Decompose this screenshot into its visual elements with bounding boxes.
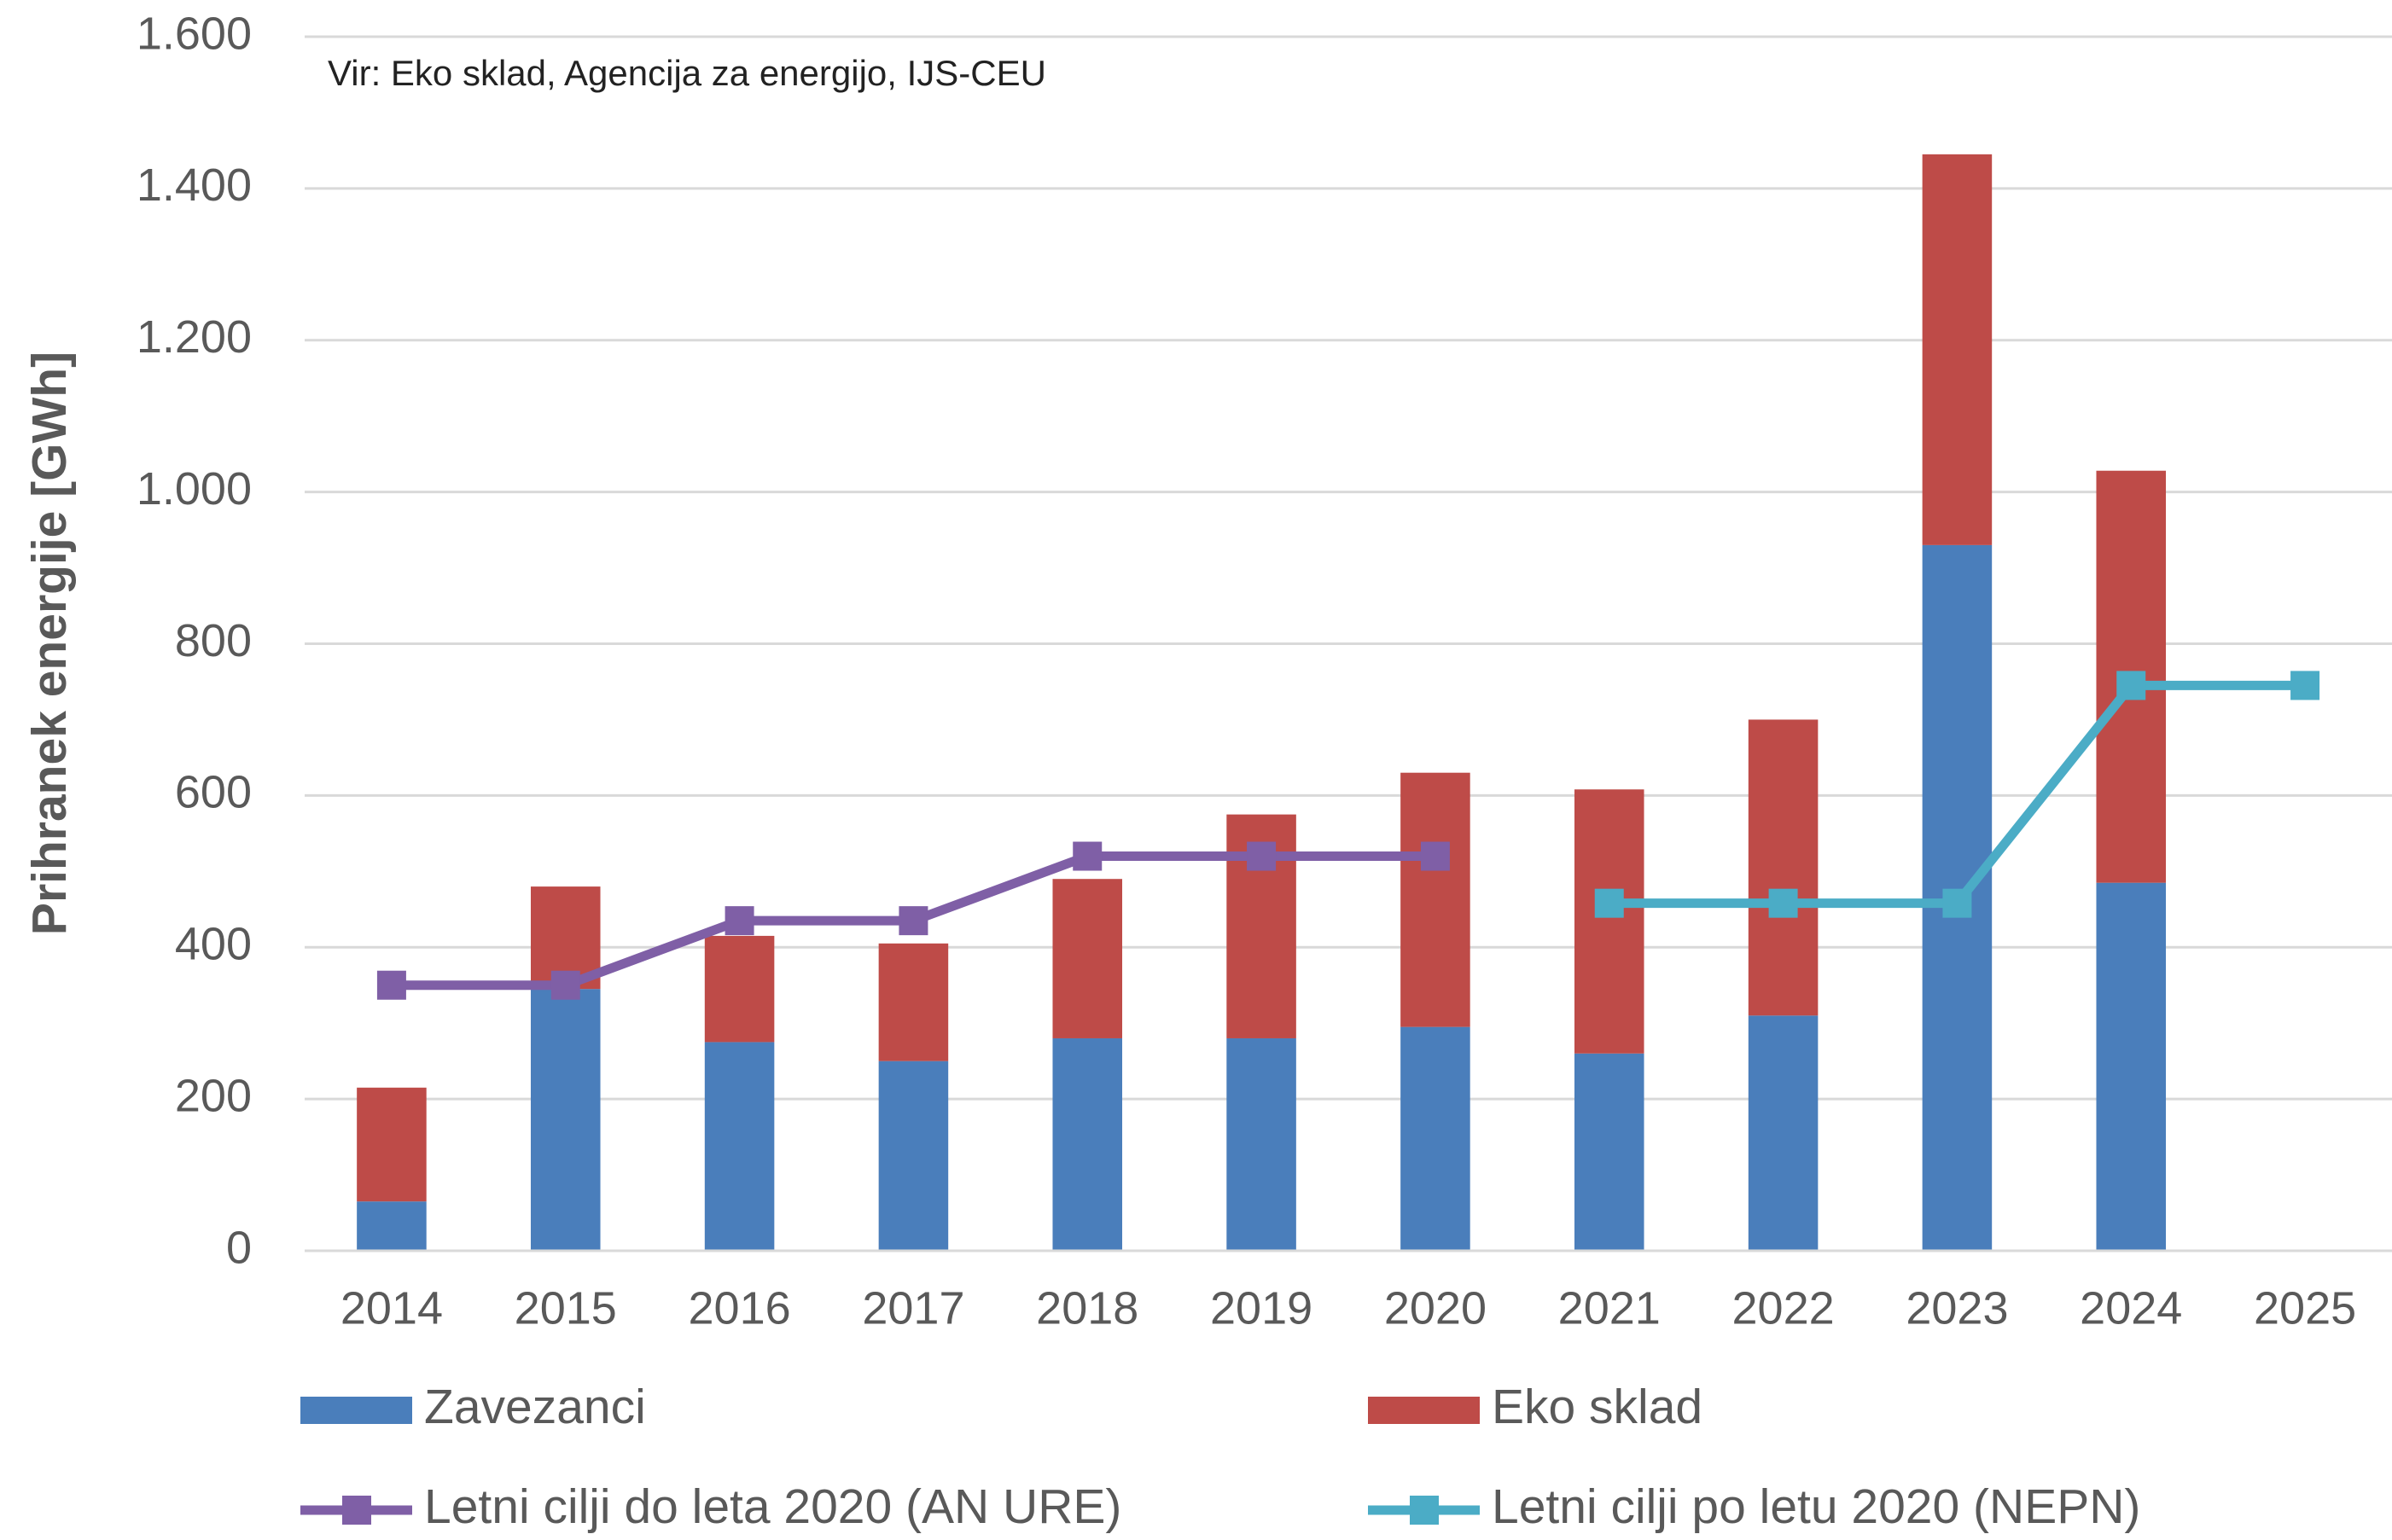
bar-segment: [357, 1087, 427, 1202]
x-tick-label: 2020: [1384, 1282, 1487, 1334]
y-axis-title: Prihranek energije [GWh]: [22, 352, 77, 935]
x-tick-label: 2022: [1732, 1282, 1835, 1334]
bar-segment: [1574, 789, 1644, 1054]
line-marker: [2290, 671, 2320, 700]
line-marker: [725, 906, 754, 936]
x-tick-label: 2018: [1036, 1282, 1138, 1334]
legend-label: Letni cilji do leta 2020 (AN URE): [424, 1479, 1121, 1534]
bar-segment: [2096, 882, 2167, 1251]
legend-label: Zavezanci: [424, 1380, 646, 1434]
y-tick-label: 1.200: [137, 311, 252, 363]
legend-label: Letni cilji po letu 2020 (NEPN): [1492, 1479, 2140, 1534]
legend-swatch: [1410, 1496, 1439, 1525]
bar-segment: [1400, 1026, 1470, 1251]
bar-segment: [530, 989, 601, 1251]
bar-segment: [1748, 719, 1819, 1016]
x-tick-label: 2024: [2080, 1282, 2182, 1334]
x-tick-label: 2014: [340, 1282, 443, 1334]
y-tick-label: 1.400: [137, 160, 252, 211]
bar-segment: [878, 1061, 949, 1251]
bar-segment: [1052, 879, 1123, 1038]
line-marker: [376, 970, 406, 1000]
x-tick-label: 2016: [689, 1282, 791, 1334]
x-tick-label: 2025: [2254, 1282, 2356, 1334]
x-tick-label: 2015: [515, 1282, 617, 1334]
line-marker: [2116, 671, 2146, 700]
legend-label: Eko sklad: [1492, 1380, 1702, 1434]
bar-segment: [1052, 1037, 1123, 1251]
line-marker: [1942, 888, 1972, 918]
legend-swatch: [342, 1496, 371, 1525]
y-tick-label: 200: [175, 1070, 252, 1121]
bar-segment: [1226, 1037, 1296, 1251]
x-tick-label: 2019: [1210, 1282, 1312, 1334]
bar-segment: [1748, 1015, 1819, 1251]
bar-segment: [357, 1201, 427, 1251]
bar-segment: [1400, 772, 1470, 1027]
bar-segment: [1574, 1053, 1644, 1251]
y-tick-label: 1.000: [137, 463, 252, 514]
x-tick-label: 2017: [862, 1282, 964, 1334]
y-tick-label: 600: [175, 767, 252, 818]
y-tick-label: 0: [226, 1222, 252, 1273]
line-marker: [1073, 841, 1103, 871]
bar-segment: [704, 935, 775, 1043]
y-tick-label: 1.600: [137, 8, 252, 59]
x-tick-label: 2023: [1906, 1282, 2008, 1334]
line-marker: [899, 906, 928, 936]
line-marker: [1768, 888, 1798, 918]
line-marker: [1420, 841, 1450, 871]
line-marker: [1247, 841, 1277, 871]
x-tick-label: 2021: [1558, 1282, 1661, 1334]
bar-segment: [878, 943, 949, 1061]
y-tick-label: 400: [175, 919, 252, 970]
y-tick-label: 800: [175, 615, 252, 666]
line-marker: [550, 970, 580, 1000]
bar-segment: [1922, 154, 1993, 545]
source-note: Vir: Eko sklad, Agencija za energijo, IJ…: [328, 53, 1046, 93]
bar-segment: [704, 1042, 775, 1251]
legend-swatch: [1368, 1397, 1480, 1424]
legend-swatch: [300, 1397, 412, 1424]
line-marker: [1594, 888, 1624, 918]
